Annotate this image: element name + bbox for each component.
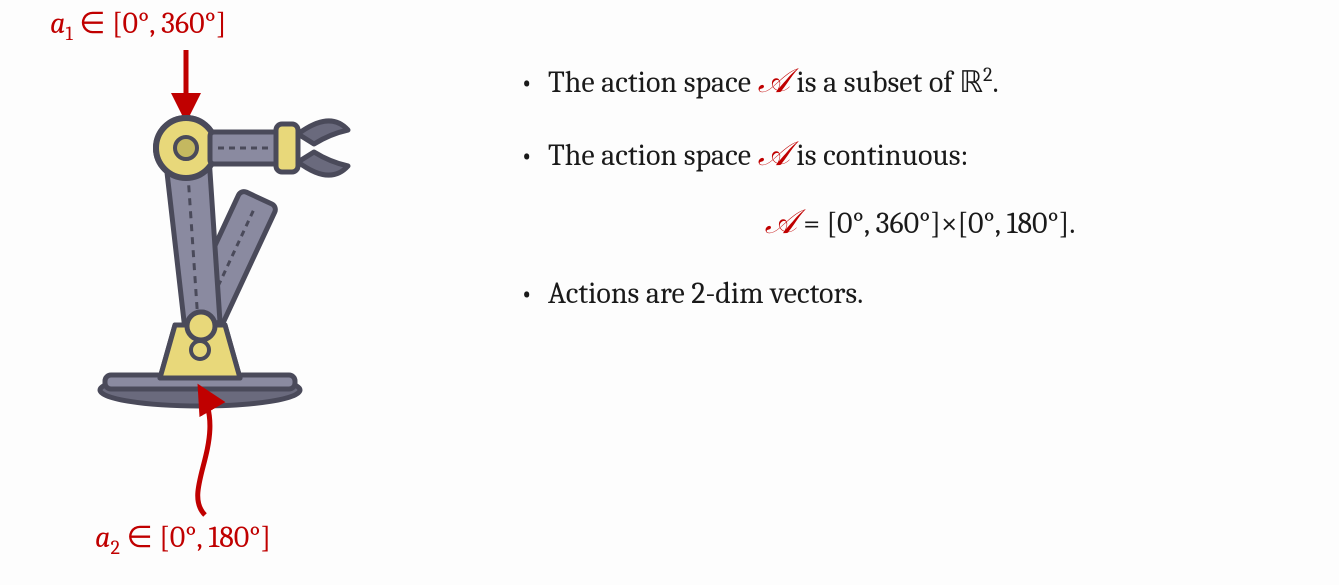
a2-sub: 2 <box>110 536 119 559</box>
b1-pre: The action space <box>548 65 758 100</box>
robot-arm-icon <box>90 100 370 420</box>
b1-end: . <box>992 65 998 100</box>
a1-in: ∈ <box>73 6 112 41</box>
formula-eq: = [0°, 360°]×[0°, 180°]. <box>797 206 1076 241</box>
bullet-3: Actions are 2-dim vectors. <box>520 271 1320 316</box>
b1-post: is a subset of <box>790 65 959 100</box>
b3-text: Actions are 2-dim vectors. <box>548 276 863 311</box>
a2-var: a <box>95 520 110 555</box>
formula: 𝒜 = [0°, 360°]×[0°, 180°]. <box>520 206 1320 241</box>
a1-sub: 1 <box>65 22 72 45</box>
a2-range: [0°, 180°] <box>159 520 271 555</box>
label-a1: a1 ∈ [0°, 360°] <box>50 6 226 45</box>
bullet-2: The action space 𝒜 is continuous: <box>520 133 1320 178</box>
formula-A: 𝒜 <box>765 206 797 240</box>
label-a2: a2 ∈ [0°, 180°] <box>95 520 271 559</box>
a1-range: [0°, 360°] <box>112 6 226 41</box>
b1-R: ℝ <box>959 66 983 99</box>
a2-in: ∈ <box>120 520 159 555</box>
b2-post: is continuous: <box>790 138 969 173</box>
b2-A: 𝒜 <box>758 138 790 172</box>
text-panel: The action space 𝒜 is a subset of ℝ2. Th… <box>520 60 1320 344</box>
b2-pre: The action space <box>548 138 758 173</box>
bullet-1: The action space 𝒜 is a subset of ℝ2. <box>520 60 1320 105</box>
a1-var: a <box>50 6 65 41</box>
b1-A: 𝒜 <box>758 65 790 99</box>
diagram-panel: a1 ∈ [0°, 360°] <box>0 0 460 585</box>
